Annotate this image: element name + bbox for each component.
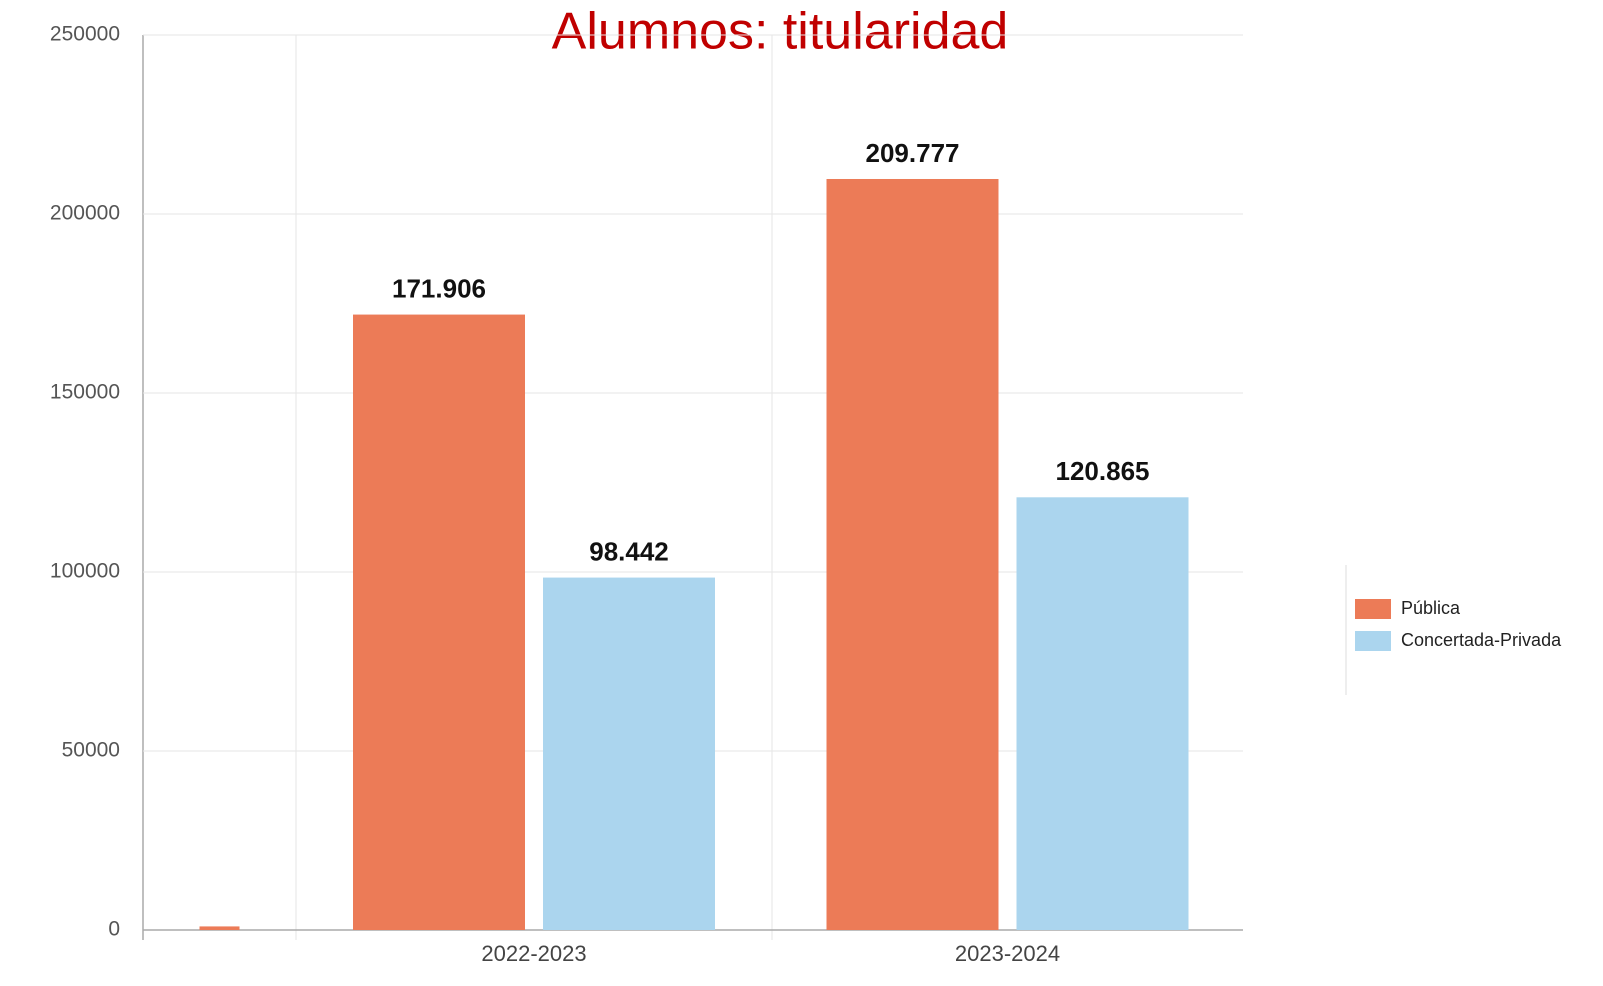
y-tick-label: 250000 [50, 23, 120, 46]
y-tick-label: 200000 [50, 202, 120, 225]
y-tick-label: 0 [108, 918, 120, 941]
bar [1016, 497, 1189, 930]
chart-title: Alumnos: titularidad [552, 3, 1009, 61]
value-label: 98.442 [589, 536, 669, 566]
value-label: 171.906 [392, 273, 486, 303]
bar [826, 178, 999, 930]
y-tick-label: 150000 [50, 381, 120, 404]
legend-label: Pública [1401, 598, 1461, 618]
value-label: 209.777 [866, 138, 960, 168]
bar [199, 926, 240, 930]
y-tick-label: 100000 [50, 560, 120, 583]
legend-swatch [1355, 631, 1391, 651]
value-label: 120.865 [1056, 456, 1150, 486]
y-tick-label: 50000 [62, 739, 120, 762]
bar [353, 314, 525, 930]
x-tick-label: 2022-2023 [481, 941, 586, 966]
bar [543, 577, 715, 930]
legend-label: Concertada-Privada [1401, 630, 1562, 650]
legend-swatch [1355, 599, 1391, 619]
x-tick-label: 2023-2024 [955, 941, 1060, 966]
